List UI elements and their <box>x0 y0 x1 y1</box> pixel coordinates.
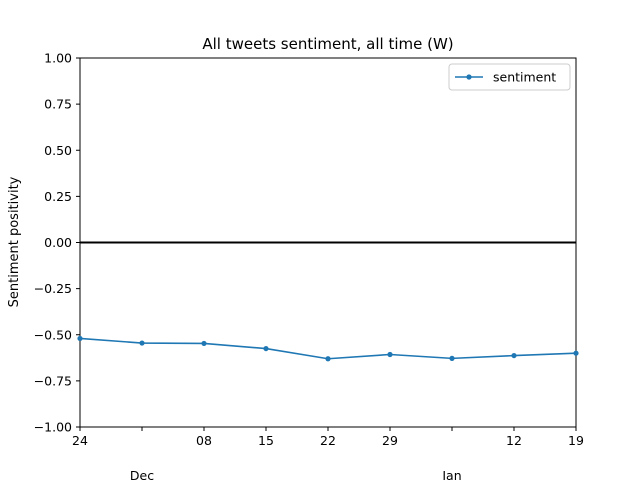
plot-area: 1.00 0.75 0.50 0.25 0.00 −0.25 −0.50 −0.75 −1.00… <box>34 51 584 484</box>
x-tick-label: 24 <box>72 433 88 448</box>
y-tick-label: 0.75 <box>44 97 72 112</box>
x-tick-label: 22 <box>320 433 336 448</box>
x-tick-label: 08 <box>196 433 212 448</box>
data-point <box>449 355 455 361</box>
x-tick-label: 12 <box>506 433 522 448</box>
legend-label: sentiment <box>493 70 556 85</box>
data-point <box>201 340 207 347</box>
x-month-label: Jan <box>441 468 461 480</box>
x-tick-label: 29 <box>382 433 398 448</box>
data-point <box>139 340 145 346</box>
data-point <box>387 351 393 358</box>
series-line-sentiment <box>79 337 577 360</box>
y-tick-label: −0.50 <box>34 327 72 342</box>
y-tick-label: 0.50 <box>44 143 72 158</box>
x-month-label: Dec <box>130 468 154 480</box>
data-point <box>325 356 331 362</box>
y-tick-label: 0.00 <box>44 235 72 250</box>
x-tick-label: 19 <box>568 433 584 448</box>
data-point <box>77 335 83 342</box>
y-tick-label: −0.25 <box>34 281 72 296</box>
y-tick-label: −1.00 <box>34 420 72 435</box>
data-point <box>573 350 579 356</box>
data-point <box>511 352 517 359</box>
x-tick-label: 15 <box>258 433 274 448</box>
data-point <box>263 345 269 352</box>
legend-marker <box>466 74 472 80</box>
y-tick-label: 1.00 <box>44 51 72 66</box>
legend-box <box>448 63 571 91</box>
chart-title: All tweets sentiment, all time (W) <box>202 35 453 53</box>
y-axis-label: Sentiment positivity <box>7 176 22 307</box>
y-tick-label: −0.75 <box>34 373 72 388</box>
y-tick-label: 0.25 <box>44 189 72 204</box>
